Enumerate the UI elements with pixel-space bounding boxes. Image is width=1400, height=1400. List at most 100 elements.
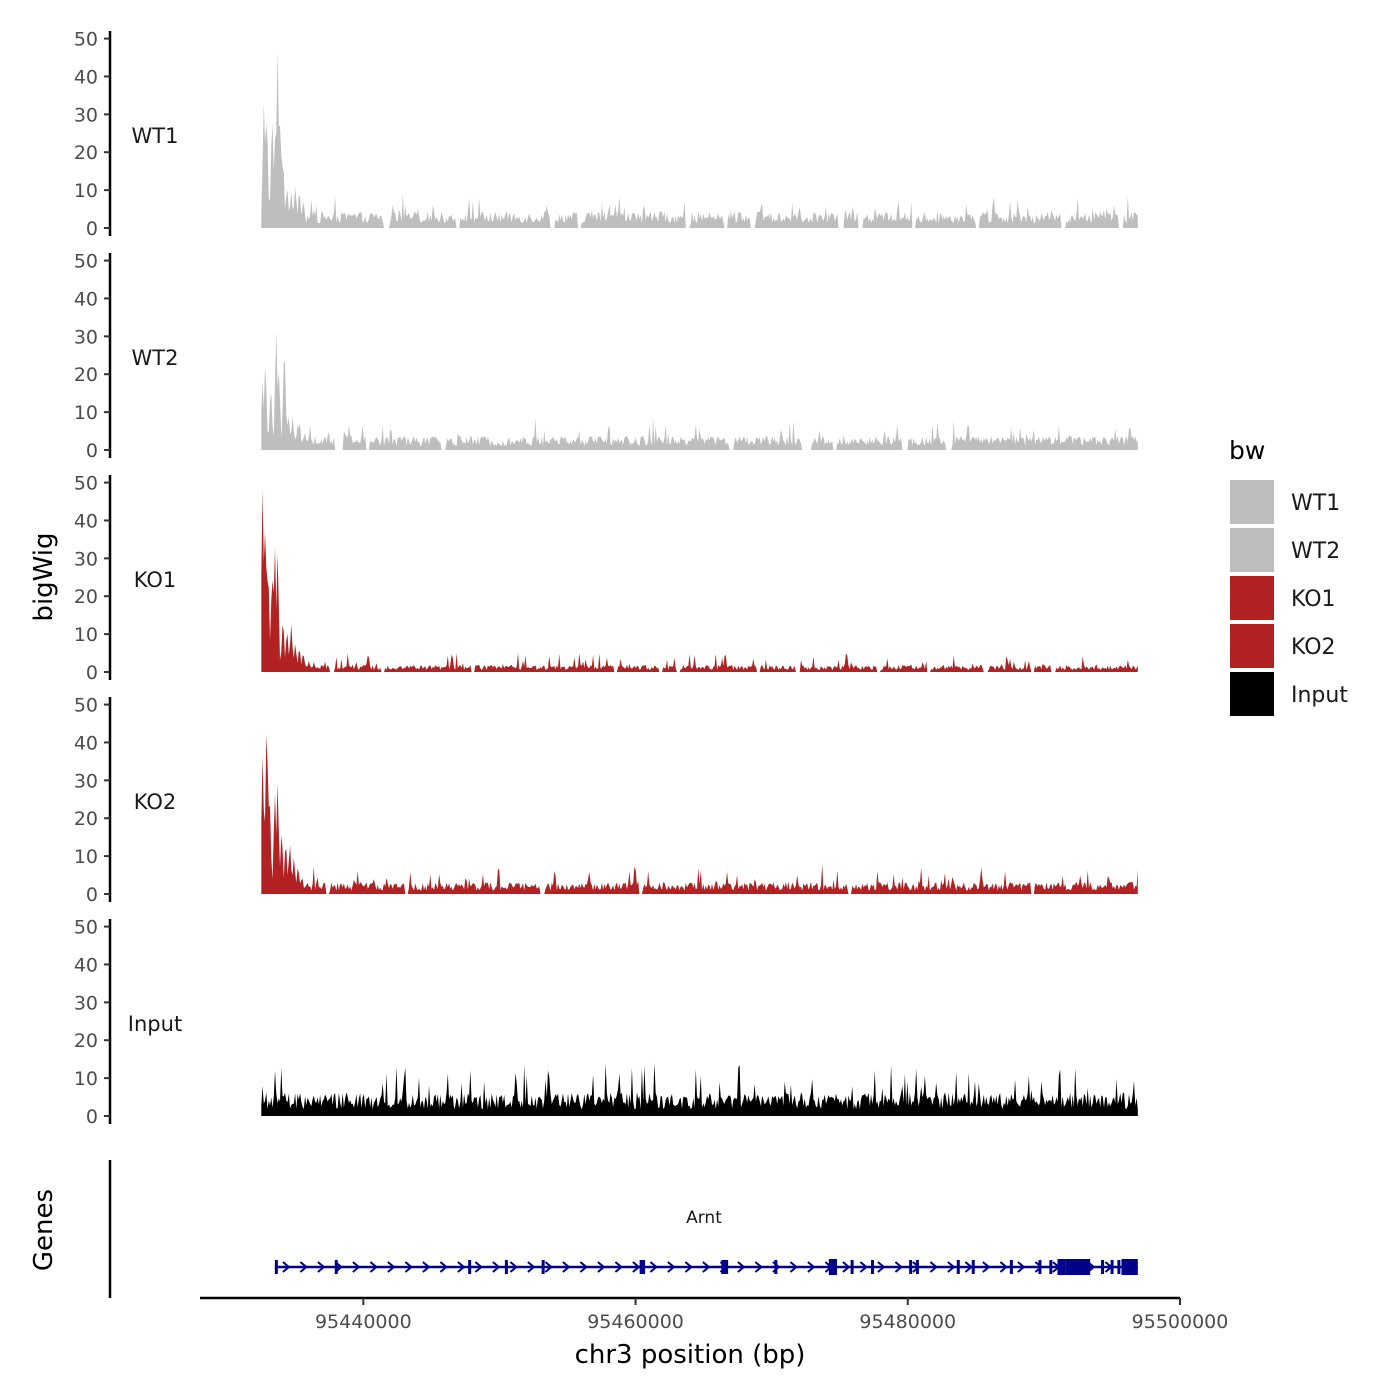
strand-arrow <box>632 1261 641 1273</box>
exon <box>909 1260 913 1274</box>
exon <box>850 1260 854 1274</box>
x-tick-label: 95440000 <box>315 1311 412 1333</box>
exon <box>1101 1260 1105 1274</box>
y-tick-label-input: 50 <box>74 917 98 939</box>
legend-label-wt2: WT2 <box>1291 539 1340 564</box>
legend: bw WT1 WT2 KO1 KO2 Input <box>1229 436 1348 716</box>
y-tick-label-wt2: 30 <box>74 326 98 348</box>
legend-key-ko2 <box>1230 624 1274 668</box>
y-tick-label-ko2: 10 <box>74 846 98 868</box>
strand-arrow <box>754 1261 763 1273</box>
y-tick-label-ko2: 30 <box>74 770 98 792</box>
y-tick-label-wt2: 40 <box>74 288 98 310</box>
exon <box>1009 1260 1013 1274</box>
legend-title: bw <box>1229 436 1265 465</box>
y-tick-label-input: 40 <box>74 954 98 976</box>
y-tick-label-wt1: 10 <box>74 180 98 202</box>
y-tick-label-ko1: 10 <box>74 624 98 646</box>
legend-key-wt2 <box>1230 528 1274 572</box>
exon <box>1121 1259 1138 1275</box>
strand-arrow <box>877 1261 886 1273</box>
strand-arrow <box>404 1261 413 1273</box>
strand-arrow <box>649 1261 658 1273</box>
exon <box>504 1260 508 1274</box>
y-tick-label-ko1: 50 <box>74 473 98 495</box>
exon <box>915 1260 919 1274</box>
exon <box>1038 1260 1042 1274</box>
y-tick-label-ko2: 50 <box>74 695 98 717</box>
strand-arrow <box>422 1261 431 1273</box>
strand-arrow <box>474 1261 483 1273</box>
strand-arrow <box>964 1261 973 1273</box>
signal-area-ko2 <box>261 734 1138 894</box>
strand-arrow <box>789 1261 798 1273</box>
track-label-ko1: KO1 <box>134 568 177 592</box>
strand-arrow <box>894 1261 903 1273</box>
y-axis-title: bigWig <box>29 532 59 621</box>
x-tick-label: 95460000 <box>587 1311 684 1333</box>
legend-key-ko1 <box>1230 576 1274 620</box>
track-wt1: 0 10 20 30 40 50 WT1 <box>74 29 1138 240</box>
legend-label-ko2: KO2 <box>1291 635 1336 660</box>
legend-label-input: Input <box>1291 683 1348 708</box>
y-tick-label-input: 10 <box>74 1068 98 1090</box>
y-tick-label-wt1: 20 <box>74 142 98 164</box>
strand-arrow <box>352 1261 361 1273</box>
y-tick-label-wt1: 40 <box>74 66 98 88</box>
y-tick-label-ko1: 20 <box>74 586 98 608</box>
signal-area-ko1 <box>261 490 1138 672</box>
gene-panel: Arnt <box>108 1160 1138 1298</box>
strand-arrow <box>562 1261 571 1273</box>
strand-arrow <box>807 1261 816 1273</box>
track-label-wt2: WT2 <box>132 346 179 370</box>
legend-label-ko1: KO1 <box>1291 587 1336 612</box>
y-tick-label-wt1: 0 <box>86 218 98 240</box>
strand-arrow <box>369 1261 378 1273</box>
exon <box>1057 1259 1066 1275</box>
y-tick-label-wt2: 20 <box>74 364 98 386</box>
strand-arrow <box>597 1261 606 1273</box>
strand-arrow <box>544 1261 553 1273</box>
exon <box>1049 1260 1053 1274</box>
gene-label: Arnt <box>686 1208 722 1228</box>
strand-arrow <box>982 1261 991 1273</box>
strand-arrow <box>527 1261 536 1273</box>
legend-key-input <box>1230 672 1274 716</box>
y-tick-label-input: 30 <box>74 992 98 1014</box>
exon <box>639 1260 646 1274</box>
signal-area-wt2 <box>261 331 1138 450</box>
exon <box>828 1259 837 1275</box>
x-tick-label: 95480000 <box>859 1311 956 1333</box>
strand-arrow <box>859 1261 868 1273</box>
genes-axis-title: Genes <box>29 1189 59 1271</box>
strand-arrow <box>614 1261 623 1273</box>
strand-arrow <box>579 1261 588 1273</box>
strand-arrow <box>492 1261 501 1273</box>
exon <box>774 1260 778 1274</box>
strand-arrow <box>842 1261 851 1273</box>
track-wt2: 0 10 20 30 40 50 WT2 <box>74 251 1138 462</box>
signal-area-input <box>261 1062 1138 1116</box>
exon <box>541 1260 545 1274</box>
y-tick-label-input: 0 <box>86 1106 98 1128</box>
track-label-wt1: WT1 <box>132 124 179 148</box>
strand-arrow <box>299 1261 308 1273</box>
strand-arrow <box>457 1261 466 1273</box>
strand-arrow <box>999 1261 1008 1273</box>
y-tick-label-wt1: 50 <box>74 29 98 51</box>
track-label-ko2: KO2 <box>134 790 177 814</box>
exon <box>871 1260 875 1274</box>
strand-arrow <box>387 1261 396 1273</box>
strand-arrow <box>702 1261 711 1273</box>
exon <box>468 1260 472 1274</box>
y-tick-label-wt2: 50 <box>74 251 98 273</box>
track-input: 0 10 20 30 40 50 Input <box>74 917 1138 1128</box>
strand-arrow <box>667 1261 676 1273</box>
exon <box>1117 1260 1121 1274</box>
y-tick-label-wt1: 30 <box>74 104 98 126</box>
strand-arrow <box>282 1261 291 1273</box>
y-tick-label-ko2: 40 <box>74 732 98 754</box>
track-ko1: 0 10 20 30 40 50 KO1 <box>74 473 1138 684</box>
legend-label-wt1: WT1 <box>1291 491 1340 516</box>
